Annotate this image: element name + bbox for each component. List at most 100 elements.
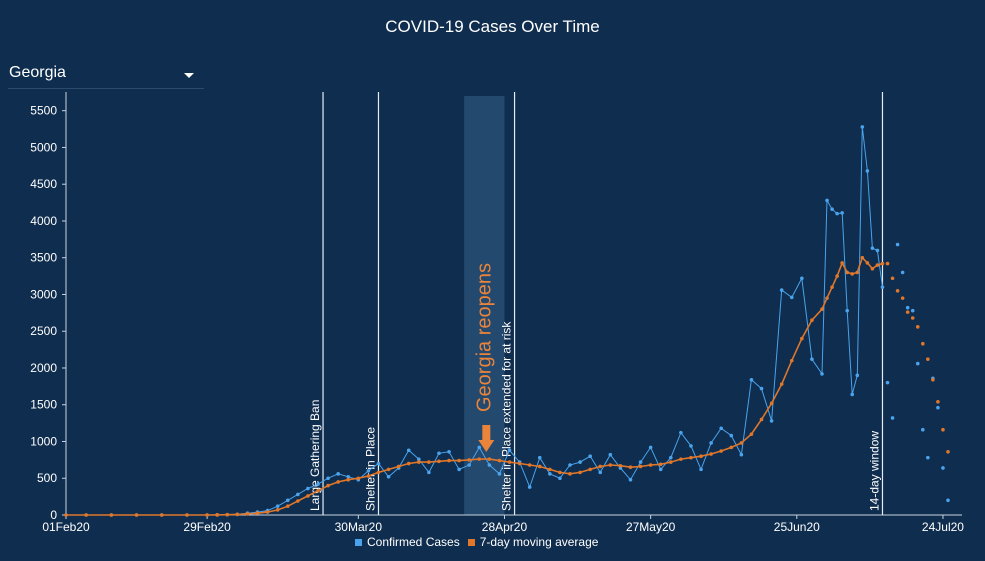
data-point-confirmed — [608, 452, 613, 457]
data-point-moving-average — [719, 449, 723, 453]
data-point-moving-average — [336, 480, 340, 484]
data-point-moving-average — [749, 432, 754, 436]
data-point-moving-average — [709, 452, 713, 456]
data-point-moving-average — [497, 458, 502, 463]
projection-point-confirmed — [915, 361, 920, 366]
data-point-confirmed — [739, 452, 744, 457]
projection-point-confirmed — [946, 498, 950, 503]
data-point-moving-average — [558, 470, 562, 475]
data-point-moving-average — [346, 477, 351, 482]
data-point-moving-average — [779, 382, 784, 386]
data-point-moving-average — [598, 464, 603, 469]
data-point-confirmed — [406, 448, 411, 453]
data-point-confirmed — [285, 498, 290, 503]
caret-down-icon — [184, 73, 194, 78]
data-point-moving-average — [507, 460, 512, 464]
legend-item-moving-average: 7-day moving average — [467, 535, 599, 549]
data-point-moving-average — [628, 465, 633, 470]
region-selected-value: Georgia — [9, 64, 66, 81]
projection-point-moving-average — [885, 261, 890, 266]
data-point-moving-average — [880, 261, 885, 266]
data-point-moving-average — [658, 462, 663, 467]
data-point-moving-average — [810, 318, 814, 323]
x-tick-label: 25Jun20 — [774, 520, 820, 534]
legend-label-confirmed: Confirmed Cases — [367, 535, 460, 549]
data-point-confirmed — [830, 207, 834, 212]
data-point-moving-average — [699, 454, 703, 458]
y-tick-label: 5000 — [30, 140, 57, 154]
data-point-moving-average — [84, 513, 88, 517]
series-line-confirmed — [66, 126, 883, 516]
legend-label-moving-average: 7-day moving average — [479, 535, 599, 549]
data-point-moving-average — [275, 508, 280, 512]
x-tick-label: 27May20 — [626, 520, 676, 534]
x-tick-label: 29Feb20 — [183, 520, 231, 534]
data-point-moving-average — [356, 476, 361, 481]
data-point-moving-average — [134, 513, 139, 517]
projection-point-moving-average — [921, 341, 925, 346]
y-tick-label: 1000 — [30, 434, 57, 448]
data-point-confirmed — [800, 276, 804, 281]
region-dropdown[interactable]: Georgia — [8, 60, 204, 89]
data-point-confirmed — [477, 445, 482, 450]
data-point-moving-average — [427, 460, 431, 464]
data-point-confirmed — [507, 448, 512, 453]
data-point-confirmed — [875, 248, 880, 253]
data-point-confirmed — [326, 476, 330, 481]
data-point-confirmed — [870, 246, 875, 250]
projection-point-moving-average — [910, 316, 915, 320]
highlight-label: Georgia reopens — [473, 263, 495, 412]
data-point-moving-average — [638, 464, 643, 469]
y-tick-label: 500 — [37, 471, 57, 485]
y-tick-label: 5500 — [30, 104, 57, 118]
data-point-moving-average — [825, 296, 829, 300]
projection-point-confirmed — [900, 270, 905, 275]
data-point-confirmed — [729, 433, 734, 438]
data-point-moving-average — [669, 460, 673, 464]
x-tick-label: 28Apr20 — [482, 520, 528, 534]
legend-swatch-confirmed — [355, 538, 362, 546]
data-point-moving-average — [386, 467, 391, 472]
data-point-confirmed — [779, 288, 784, 292]
data-point-confirmed — [789, 295, 794, 300]
data-point-confirmed — [598, 470, 603, 475]
data-point-moving-average — [285, 504, 290, 508]
data-point-moving-average — [548, 467, 552, 472]
projection-point-confirmed — [910, 308, 915, 313]
projection-point-confirmed — [941, 466, 945, 470]
data-point-confirmed — [865, 169, 870, 173]
projection-point-confirmed — [885, 380, 890, 385]
projection-point-confirmed — [895, 242, 900, 247]
data-point-confirmed — [306, 486, 310, 491]
data-point-confirmed — [679, 430, 683, 435]
data-point-confirmed — [860, 125, 865, 129]
data-point-moving-average — [245, 512, 250, 516]
data-point-moving-average — [64, 513, 68, 517]
projection-point-moving-average — [900, 296, 905, 300]
data-point-moving-average — [215, 513, 219, 517]
projection-point-moving-average — [915, 325, 920, 329]
data-point-confirmed — [417, 457, 421, 461]
data-point-confirmed — [467, 463, 472, 467]
data-point-confirmed — [769, 419, 774, 423]
data-point-moving-average — [648, 463, 653, 467]
data-point-moving-average — [739, 441, 744, 445]
projection-point-moving-average — [946, 449, 950, 454]
projection-point-moving-average — [905, 310, 910, 314]
data-point-confirmed — [558, 476, 562, 481]
data-point-moving-average — [835, 274, 839, 278]
data-point-confirmed — [487, 463, 492, 467]
x-tick-label: 24Jul20 — [922, 520, 964, 534]
data-point-confirmed — [437, 451, 441, 456]
event-label: Shelter in Place extended for at risk — [500, 321, 514, 511]
data-point-confirmed — [759, 386, 764, 391]
data-point-confirmed — [850, 392, 855, 397]
data-point-moving-average — [255, 511, 260, 515]
y-tick-label: 4500 — [30, 177, 57, 191]
data-point-moving-average — [855, 270, 860, 275]
data-point-moving-average — [326, 483, 330, 488]
projection-point-confirmed — [921, 427, 925, 432]
data-point-confirmed — [638, 460, 643, 464]
data-point-moving-average — [477, 457, 482, 461]
data-point-moving-average — [679, 457, 683, 461]
